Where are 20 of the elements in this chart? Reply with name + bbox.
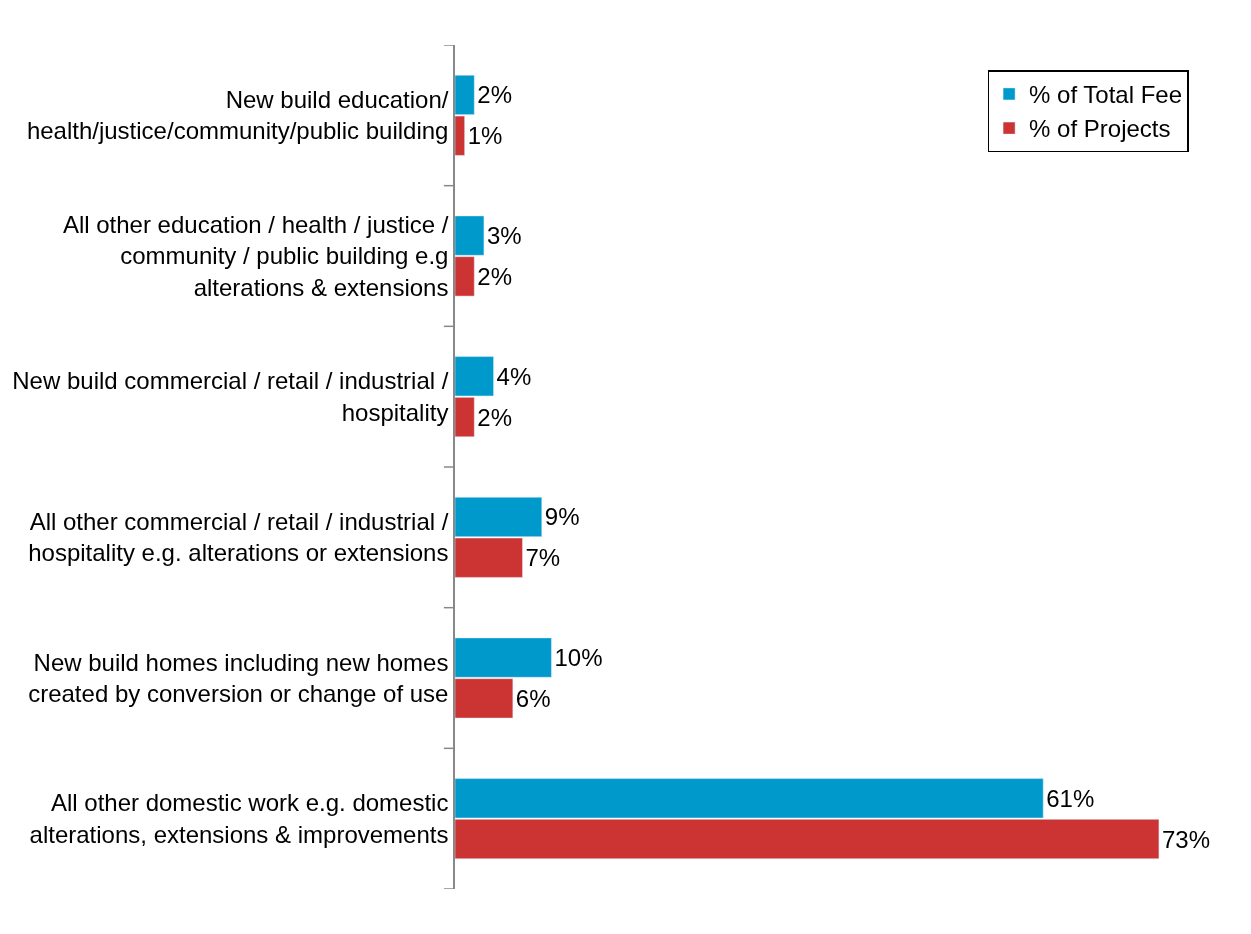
- legend-label: % of Projects: [1029, 115, 1171, 143]
- data-label: 2%: [477, 262, 512, 290]
- data-label: 73%: [1161, 825, 1210, 853]
- y-tick-label: All other domestic work e.g. domestic alterations, extensions & improvements: [29, 789, 449, 848]
- y-tick-label: New build education/ health/justice/community/public building: [26, 86, 449, 145]
- data-label: 10%: [554, 644, 603, 672]
- y-tick-label: All other commercial / retail / industrial / hospitality e.g. alterations or extensions: [28, 508, 449, 567]
- data-label: 6%: [515, 684, 551, 712]
- y-tick-label: New build commercial / retail / industrial / hospitality: [12, 367, 449, 426]
- data-label: 2%: [477, 403, 512, 431]
- y-tick-label: New build homes including new homes created by conversion or change of use: [28, 648, 449, 707]
- legend-label: % of Total Fee: [1029, 81, 1183, 109]
- data-label: 1%: [467, 122, 503, 150]
- data-label: 2%: [477, 81, 512, 109]
- data-label: 61%: [1046, 784, 1095, 812]
- data-label: 4%: [496, 362, 532, 390]
- data-label: 7%: [525, 544, 561, 572]
- data-label: 9%: [544, 503, 580, 531]
- y-tick-label: All other education / health / justice / community / public building e.g alterations & extensions: [62, 211, 449, 301]
- data-label: 3%: [486, 222, 522, 250]
